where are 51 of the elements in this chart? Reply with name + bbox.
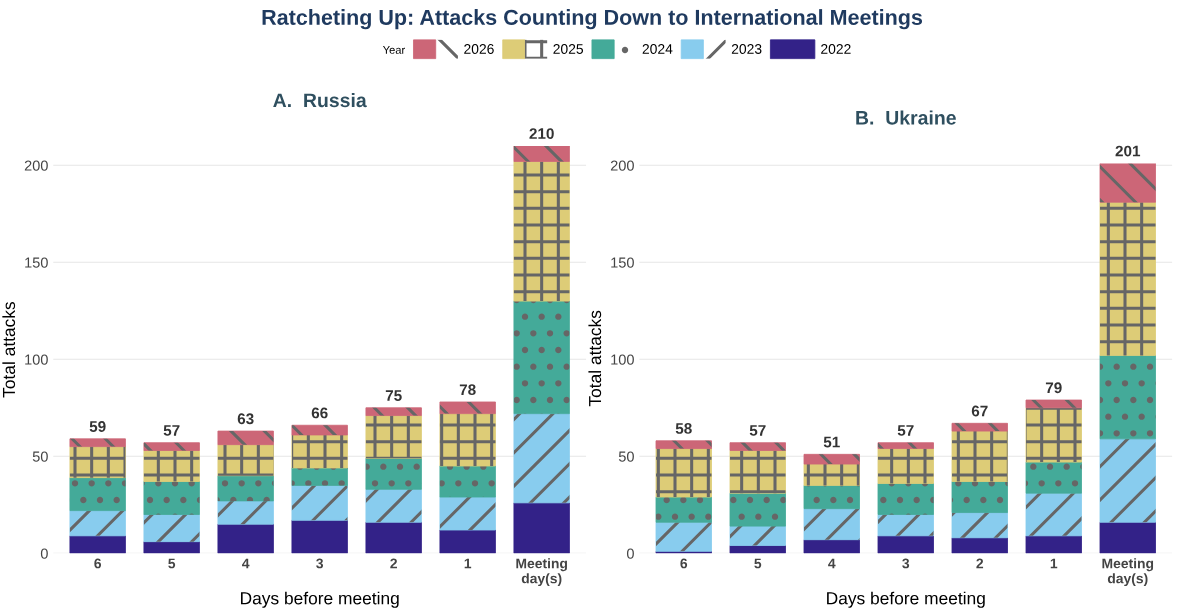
total-label: 58 [675,423,692,434]
total-label: 63 [237,413,254,425]
total-label: 57 [749,425,766,436]
y-tick-label: 0 [40,548,48,559]
total-label: 78 [459,384,476,396]
chart-title: B. Ukraine [856,110,956,125]
y-tick-label: 100 [25,354,48,365]
x-tick-label: 3 [316,558,324,569]
total-label: 67 [971,405,988,417]
total-label: 201 [1115,145,1141,157]
text: Ratcheting Up: Attacks Counting Down to International Meetings [262,9,923,30]
x-tick-label: 6 [94,558,102,569]
legend-label: 2022 [821,44,851,54]
chart-title: A. Russia [273,92,367,108]
legend-label: 2024 [642,44,673,54]
y-axis-title: Total attacks [588,310,602,407]
y-tick-label: 50 [618,451,634,462]
x-tick-label: 5 [168,558,176,569]
x-tick-label: 6 [680,558,688,569]
total-label: 66 [311,407,328,419]
y-tick-label: 100 [611,354,634,365]
y-tick-label: 150 [611,257,634,268]
x-axis-title: Days before meeting [241,591,399,608]
x-tick-label: 5 [754,558,762,569]
y-tick-label: 150 [25,257,48,268]
x-tick-label: 1 [1050,558,1058,569]
total-label: 51 [823,436,840,448]
x-axis-title: Days before meeting [827,591,985,608]
x-tick-label: 3 [902,558,910,569]
legend-label: 2026 [464,44,494,54]
total-label: 210 [529,128,554,140]
x-tick-label: 1 [464,558,472,569]
x-tick-label: Meeting day(s) [1102,558,1154,587]
total-label: 75 [385,390,402,401]
y-tick-label: 50 [32,451,48,462]
total-label: 57 [163,425,180,436]
y-axis-title: Total attacks [2,301,16,398]
legend-title: Year [382,46,405,54]
y-tick-label: 200 [610,160,634,171]
total-label: 57 [897,425,914,436]
legend-label: 2025 [553,44,584,54]
y-tick-label: 200 [24,160,48,171]
legend-label: 2023 [731,44,762,54]
y-tick-label: 0 [626,548,634,559]
total-label: 79 [1045,382,1062,394]
total-label: 59 [89,421,106,432]
x-tick-label: Meeting day(s) [516,558,567,587]
x-tick-label: 2 [976,558,984,569]
x-tick-label: 4 [828,558,836,569]
x-tick-label: 4 [242,558,250,569]
x-tick-label: 2 [390,558,397,569]
